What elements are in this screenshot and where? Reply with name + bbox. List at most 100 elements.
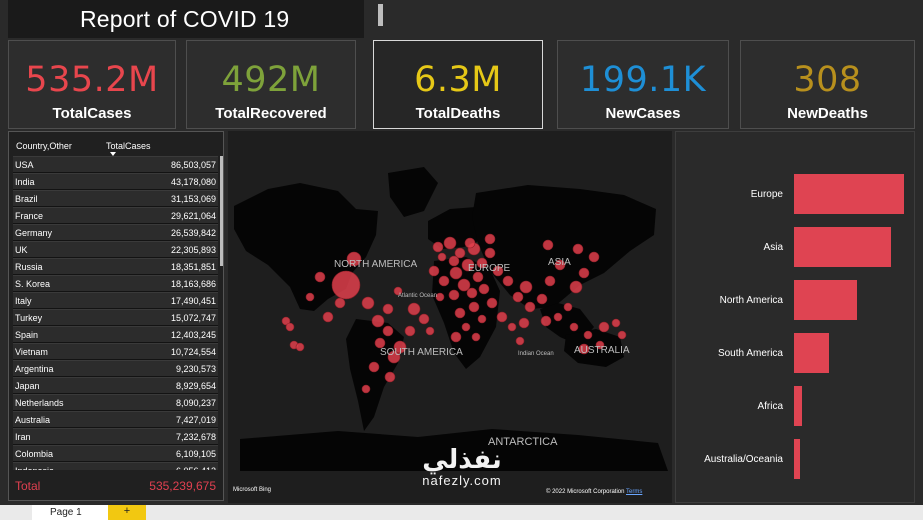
table-row[interactable]: UK 22,305,893	[13, 241, 218, 258]
bar-europe[interactable]	[794, 174, 904, 214]
table-row[interactable]: Spain 12,403,245	[13, 326, 218, 343]
case-bubble[interactable]	[361, 296, 375, 310]
case-bubble[interactable]	[450, 331, 462, 343]
case-bubble[interactable]	[437, 252, 447, 262]
case-bubbles[interactable]	[281, 233, 627, 394]
case-bubble[interactable]	[322, 311, 334, 323]
table-row[interactable]: Germany 26,539,842	[13, 224, 218, 241]
kpi-card-new-deaths[interactable]: 308 NewDeaths	[740, 40, 915, 129]
case-bubble[interactable]	[468, 301, 480, 313]
case-bubble[interactable]	[569, 322, 579, 332]
table-row[interactable]: Indonesia 6,056,412	[13, 462, 218, 470]
case-bubble[interactable]	[384, 371, 396, 383]
case-bubble[interactable]	[285, 322, 295, 332]
case-bubble[interactable]	[454, 247, 466, 259]
table-row[interactable]: Colombia 6,109,105	[13, 445, 218, 462]
case-bubble[interactable]	[540, 315, 552, 327]
case-bubble[interactable]	[553, 312, 563, 322]
case-bubble[interactable]	[404, 325, 416, 337]
kpi-card-total-cases[interactable]: 535.2M TotalCases	[8, 40, 176, 129]
case-bubble[interactable]	[554, 259, 566, 271]
case-bubble[interactable]	[617, 330, 627, 340]
case-bubble[interactable]	[524, 301, 536, 313]
bar-asia[interactable]	[794, 227, 891, 267]
table-row[interactable]: Vietnam 10,724,554	[13, 343, 218, 360]
table-row[interactable]: India 43,178,080	[13, 173, 218, 190]
table-row[interactable]: Australia 7,427,019	[13, 411, 218, 428]
page-tab-1[interactable]: Page 1	[32, 505, 108, 520]
case-bubble[interactable]	[578, 343, 590, 355]
table-row[interactable]: Netherlands 8,090,237	[13, 394, 218, 411]
case-bubble[interactable]	[449, 266, 463, 280]
table-row[interactable]: Italy 17,490,451	[13, 292, 218, 309]
case-bubble[interactable]	[457, 278, 471, 292]
case-bubble[interactable]	[281, 316, 291, 326]
world-map-visual[interactable]: NORTH AMERICA SOUTH AMERICA EUROPE ASIA …	[228, 131, 672, 503]
case-bubble[interactable]	[438, 275, 450, 287]
case-bubble[interactable]	[443, 236, 457, 250]
continent-bar-chart[interactable]: Europe Asia North America South America Afri…	[675, 131, 915, 503]
case-bubble[interactable]	[435, 292, 445, 302]
case-bubble[interactable]	[598, 321, 610, 333]
table-row[interactable]: Argentina 9,230,573	[13, 360, 218, 377]
case-bubble[interactable]	[515, 336, 525, 346]
case-bubble[interactable]	[461, 322, 471, 332]
case-bubble[interactable]	[611, 318, 621, 328]
case-bubble[interactable]	[518, 317, 530, 329]
case-bubble[interactable]	[519, 280, 533, 294]
table-row[interactable]: Turkey 15,072,747	[13, 309, 218, 326]
case-bubble[interactable]	[484, 233, 496, 245]
case-bubble[interactable]	[368, 361, 380, 373]
column-header-country[interactable]: Country,Other	[16, 141, 72, 151]
scrollbar-thumb[interactable]	[220, 156, 223, 266]
case-bubble[interactable]	[542, 239, 554, 251]
table-row[interactable]: USA 86,503,057	[13, 156, 218, 173]
case-bubble[interactable]	[361, 384, 371, 394]
bar-africa[interactable]	[794, 386, 802, 426]
kpi-card-total-deaths[interactable]: 6.3M TotalDeaths	[373, 40, 543, 129]
case-bubble[interactable]	[454, 307, 466, 319]
case-bubble[interactable]	[569, 280, 583, 294]
case-bubble[interactable]	[448, 289, 460, 301]
case-bubble[interactable]	[387, 350, 401, 364]
case-bubble[interactable]	[536, 293, 548, 305]
case-bubble[interactable]	[407, 302, 421, 316]
case-bubble[interactable]	[382, 325, 394, 337]
case-bubble[interactable]	[346, 251, 362, 267]
table-row[interactable]: Russia 18,351,851	[13, 258, 218, 275]
bar-north-america[interactable]	[794, 280, 857, 320]
case-bubble[interactable]	[486, 297, 498, 309]
bar-australia-oceania[interactable]	[794, 439, 800, 479]
case-bubble[interactable]	[476, 257, 488, 269]
sort-descending-icon[interactable]	[110, 152, 116, 156]
table-row[interactable]: S. Korea 18,163,686	[13, 275, 218, 292]
case-bubble[interactable]	[393, 340, 407, 354]
case-bubble[interactable]	[588, 251, 600, 263]
case-bubble[interactable]	[334, 297, 346, 309]
case-bubble[interactable]	[477, 314, 487, 324]
table-row[interactable]: France 29,621,064	[13, 207, 218, 224]
case-bubble[interactable]	[492, 265, 504, 277]
case-bubble[interactable]	[448, 255, 460, 267]
case-bubble[interactable]	[393, 286, 403, 296]
case-bubble[interactable]	[371, 314, 385, 328]
case-bubble[interactable]	[544, 275, 556, 287]
case-bubble[interactable]	[461, 258, 475, 272]
case-bubble[interactable]	[382, 303, 394, 315]
column-header-total-cases[interactable]: TotalCases	[106, 141, 151, 151]
bar-south-america[interactable]	[794, 333, 829, 373]
case-bubble[interactable]	[512, 291, 524, 303]
case-bubble[interactable]	[466, 287, 478, 299]
case-bubble[interactable]	[496, 311, 508, 323]
terms-link[interactable]: Terms	[626, 489, 643, 495]
case-bubble[interactable]	[305, 292, 315, 302]
case-bubble[interactable]	[595, 340, 605, 350]
case-bubble[interactable]	[478, 283, 490, 295]
table-row[interactable]: Iran 7,232,678	[13, 428, 218, 445]
table-row[interactable]: Japan 8,929,654	[13, 377, 218, 394]
case-bubble[interactable]	[428, 265, 440, 277]
case-bubble[interactable]	[572, 243, 584, 255]
case-bubble[interactable]	[583, 330, 593, 340]
add-page-button[interactable]: +	[108, 505, 146, 520]
case-bubble[interactable]	[374, 337, 386, 349]
